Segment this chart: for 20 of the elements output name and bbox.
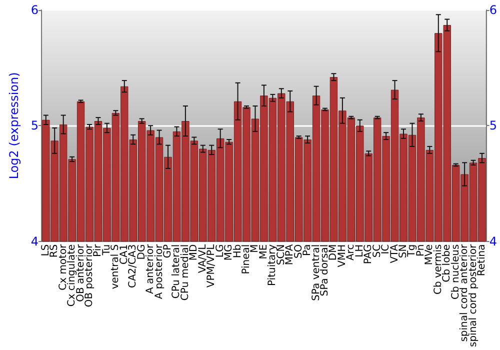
- y-tick-label: 5: [30, 118, 39, 133]
- y-tick-label: 4: [30, 234, 39, 248]
- x-tick-label: OB posterior: [84, 243, 96, 308]
- y2-tick-label: 5: [489, 118, 498, 133]
- x-tick-label: RS: [49, 244, 60, 258]
- x-tick-label: Retina: [476, 244, 488, 276]
- x-tick-label: DG: [136, 244, 148, 260]
- y2-tick-label: 4: [489, 234, 498, 248]
- x-tick-label: Hb: [232, 244, 244, 258]
- x-tick-label: Tg: [406, 244, 418, 258]
- x-tick-label: MVe: [424, 244, 436, 266]
- x-tick-label: Pituitary: [267, 244, 278, 286]
- y-axis-title: Log2 (expression): [7, 72, 21, 180]
- x-tick-label: ME: [258, 244, 270, 260]
- x-tick-label: Pa: [302, 244, 314, 256]
- y-tick-label: 6: [30, 3, 39, 17]
- x-tick-label: spinal cord posterior: [468, 243, 479, 348]
- x-tick-label: Cb lobe: [442, 244, 453, 282]
- y2-tick-label: 6: [489, 3, 498, 17]
- x-tick-label: A posterior: [154, 243, 165, 300]
